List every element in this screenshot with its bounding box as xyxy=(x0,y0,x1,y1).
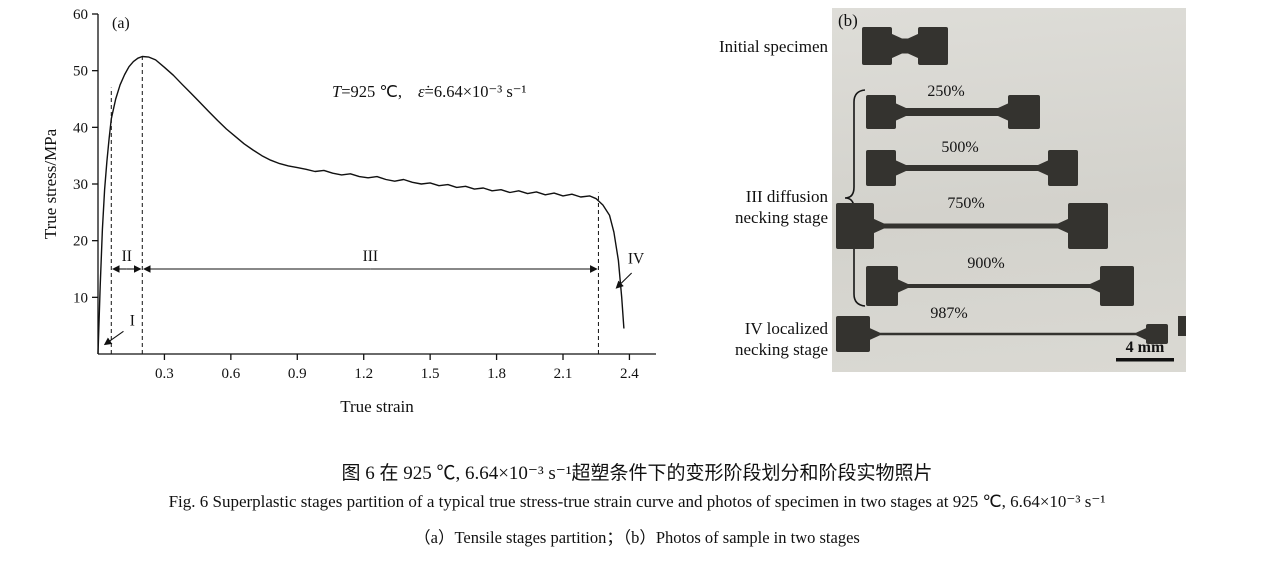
y-tick-label: 40 xyxy=(73,120,88,136)
elongation-label: 250% xyxy=(927,83,964,100)
side-label-line: Initial specimen xyxy=(718,37,828,56)
x-tick-label: 0.9 xyxy=(288,366,307,382)
panel-b-tag: (b) xyxy=(838,11,858,30)
y-tick-label: 30 xyxy=(73,177,88,193)
specimen-gauge xyxy=(869,327,1147,341)
specimen-500: 500% xyxy=(866,139,1078,186)
x-tick-label: 1.8 xyxy=(487,366,506,382)
specimen-right-grip xyxy=(1100,266,1134,306)
specimen-initial xyxy=(862,27,948,65)
strain-rate-value: =6.64×10⁻³ s⁻¹ xyxy=(424,82,527,101)
specimen-right-grip xyxy=(918,27,948,65)
specimen-gauge xyxy=(891,33,919,59)
label-stage-iv-localized-necking: IV localized necking stage xyxy=(690,318,828,360)
specimen-left-grip xyxy=(862,27,892,65)
x-tick-label: 2.4 xyxy=(620,366,639,382)
specimen-left-grip xyxy=(836,316,870,352)
x-tick-label: 2.1 xyxy=(554,366,573,382)
strain-rate-symbol: ε̇ xyxy=(418,82,425,101)
x-tick-label: 1.5 xyxy=(421,366,440,382)
specimen-left-grip xyxy=(866,150,896,186)
specimen-right-grip xyxy=(1048,150,1078,186)
y-tick-label: 50 xyxy=(73,64,88,80)
stage-leader-arrow xyxy=(615,272,633,289)
side-label-line: necking stage xyxy=(735,208,828,227)
caption-chinese: 图 6 在 925 ℃, 6.64×10⁻³ s⁻¹超塑条件下的变形阶段划分和阶… xyxy=(341,463,933,484)
side-label-line: necking stage xyxy=(735,340,828,359)
specimen-gauge xyxy=(897,279,1101,293)
stage-label-IV: IV xyxy=(628,250,645,267)
x-tick-label: 0.6 xyxy=(221,366,240,382)
y-tick-label: 20 xyxy=(73,234,88,250)
side-label-line: III diffusion xyxy=(745,187,828,206)
temperature-value: =925 ℃, xyxy=(341,82,403,101)
panel-a-tag: (a) xyxy=(112,15,130,32)
elongation-label: 987% xyxy=(930,305,967,322)
caption-subpanels: （a）Tensile stages partition；（b）Photos of… xyxy=(414,528,860,547)
y-tick-label: 10 xyxy=(73,290,88,306)
y-tick-label: 60 xyxy=(73,7,88,23)
label-initial-specimen: Initial specimen xyxy=(690,36,828,57)
scale-bar xyxy=(1116,358,1174,362)
stage-label-III: III xyxy=(363,248,379,265)
stress-strain-curve xyxy=(97,55,625,355)
elongation-label: 900% xyxy=(967,255,1004,272)
stage-label-I: I xyxy=(130,313,135,330)
specimen-750: 750% xyxy=(836,195,1108,249)
specimen-900: 900% xyxy=(866,255,1134,306)
specimen-photo-svg: 250% 500% 750% 900% 987% 4 mm xyxy=(836,27,1186,362)
photo-edge-fragment xyxy=(1178,316,1186,336)
panel-b: Initial specimen III diffusion necking s… xyxy=(690,6,1190,378)
panel-a: 10 20 30 40 50 60 0.3 0.6 0.9 1.2 1.5 1.8 2.1 2.4 II II… xyxy=(40,0,680,428)
specimen-photo: (b) 250% 500% 750% 900% 987% 4 mm xyxy=(832,8,1186,372)
x-tick-label: 0.3 xyxy=(155,366,174,382)
x-tick-label: 1.2 xyxy=(354,366,373,382)
temperature-symbol: T xyxy=(332,82,342,101)
stage-leader-arrow xyxy=(103,330,124,346)
specimen-left-grip xyxy=(866,95,896,129)
elongation-label: 750% xyxy=(947,195,984,212)
stage-iii-brace xyxy=(844,89,866,307)
specimen-gauge xyxy=(895,160,1049,176)
specimen-987: 987% xyxy=(836,305,1168,352)
specimen-right-grip xyxy=(1068,203,1108,249)
specimen-250: 250% xyxy=(866,83,1040,129)
elongation-label: 500% xyxy=(941,139,978,156)
side-label-line: IV localized xyxy=(744,319,828,338)
specimen-right-grip xyxy=(1146,324,1168,344)
specimen-gauge xyxy=(873,218,1069,234)
x-axis-title: True strain xyxy=(340,397,414,416)
specimen-right-grip xyxy=(1008,95,1040,129)
scale-bar-label: 4 mm xyxy=(1126,339,1165,356)
y-axis-title: True stress/MPa xyxy=(41,128,60,239)
stage-label-II: II xyxy=(122,248,132,265)
label-stage-iii-diffusion-necking: III diffusion necking stage xyxy=(690,186,828,228)
caption-english: Fig. 6 Superplastic stages partition of … xyxy=(168,492,1106,511)
specimen-gauge xyxy=(895,103,1009,121)
specimen-left-grip xyxy=(836,203,874,249)
specimen-left-grip xyxy=(866,266,898,306)
test-conditions-annotation: T=925 ℃, ε̇=6.64×10⁻³ s⁻¹ xyxy=(332,82,526,102)
